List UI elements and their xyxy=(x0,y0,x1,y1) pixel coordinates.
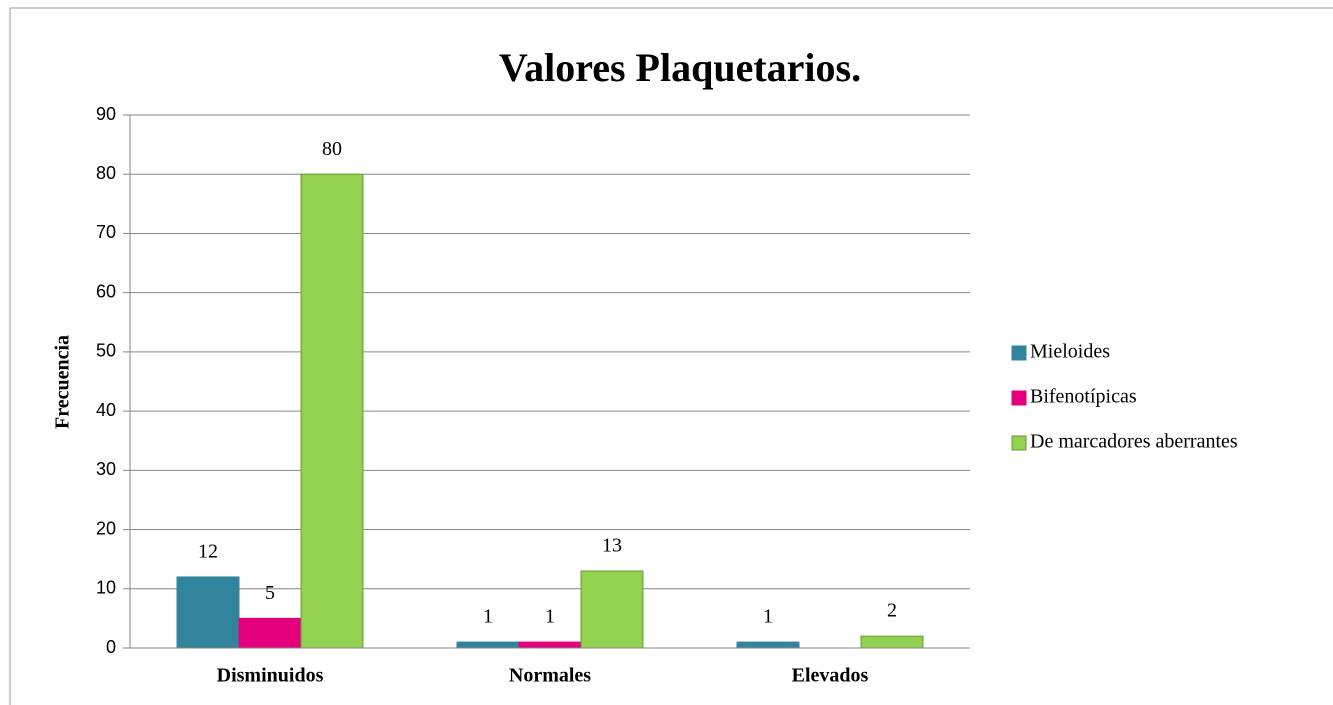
y-tick-label: 70 xyxy=(96,222,116,242)
y-tick-label: 10 xyxy=(96,578,116,598)
legend-swatch xyxy=(1011,390,1027,406)
bar xyxy=(736,641,800,649)
x-tick-label: Disminuidos xyxy=(217,665,324,687)
y-tick-label: 90 xyxy=(96,104,116,124)
x-tick-label: Normales xyxy=(509,665,591,687)
bar xyxy=(300,173,364,649)
bar xyxy=(580,570,644,649)
data-label: 1 xyxy=(483,606,493,628)
bar xyxy=(860,635,924,649)
y-tick-label: 60 xyxy=(96,281,116,301)
legend-swatch xyxy=(1011,345,1027,361)
data-label: 2 xyxy=(887,600,897,622)
bar xyxy=(176,576,240,649)
y-tick-label: 50 xyxy=(96,341,116,361)
data-label: 13 xyxy=(602,535,622,557)
x-tick-label: Elevados xyxy=(792,665,869,687)
legend-swatch xyxy=(1011,435,1027,451)
y-tick-label: 0 xyxy=(106,637,116,657)
legend-label: Mieloides xyxy=(1030,341,1110,363)
chart-title: Valores Plaquetarios. xyxy=(499,45,861,90)
bar xyxy=(518,641,582,649)
data-label: 5 xyxy=(265,582,275,604)
data-label: 80 xyxy=(322,138,342,160)
data-label: 12 xyxy=(198,541,218,563)
y-axis-title: Frecuencia xyxy=(52,335,74,429)
data-label: 1 xyxy=(545,606,555,628)
bar xyxy=(456,641,520,649)
bar xyxy=(238,617,302,649)
legend-label: Bifenotípicas xyxy=(1030,386,1137,408)
y-tick-label: 20 xyxy=(96,518,116,538)
legend-label: De marcadores aberrantes xyxy=(1030,431,1238,453)
y-tick-label: 40 xyxy=(96,400,116,420)
y-tick-label: 80 xyxy=(96,163,116,183)
data-label: 1 xyxy=(763,606,773,628)
y-tick-label: 30 xyxy=(96,459,116,479)
